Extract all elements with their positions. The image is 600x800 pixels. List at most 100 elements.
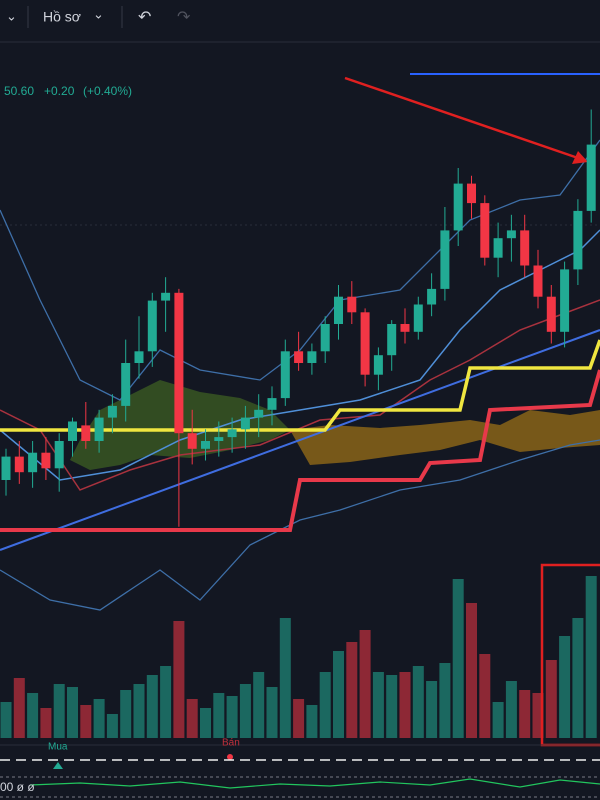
candle-body [54, 441, 64, 469]
candle-body [387, 324, 397, 356]
volume-bar [452, 579, 464, 738]
candle-body [174, 292, 184, 434]
candle-body [347, 296, 357, 313]
candle-body [134, 351, 144, 363]
volume-bar [319, 672, 331, 738]
volume-bar [505, 681, 517, 738]
volume-bar [133, 684, 145, 738]
volume-bar [519, 690, 531, 738]
candle-body [28, 452, 38, 473]
volume-bar [492, 702, 504, 738]
volume-bar [412, 666, 424, 738]
volume-bar [27, 693, 39, 738]
candle-body [201, 441, 210, 449]
buy-marker [53, 762, 63, 769]
candle-body [280, 351, 290, 399]
volume-bar [146, 675, 158, 738]
volume-bar [80, 705, 92, 738]
volume-bar [53, 684, 65, 738]
candle-body [14, 456, 24, 473]
cloud-orange [290, 410, 600, 465]
volume-bar [173, 621, 185, 738]
volume-bar [93, 699, 105, 738]
volume-bar [359, 630, 371, 738]
candle-body [586, 144, 596, 211]
volume-bar [253, 672, 265, 738]
volume-bar [479, 654, 491, 738]
legend-price: 50.60 [4, 84, 34, 98]
candle-body [307, 351, 317, 363]
toolbar [0, 0, 600, 36]
volume-bar [372, 672, 384, 738]
candle-body [440, 230, 450, 289]
undo-button[interactable]: ↶ [138, 9, 151, 26]
candle-body [187, 433, 197, 449]
volumes [0, 576, 597, 738]
candle-body [214, 437, 224, 441]
volume-bar [106, 714, 118, 738]
base-line [0, 299, 600, 491]
candle-body [294, 351, 304, 363]
candle-body [41, 452, 51, 469]
legend-change: +0.20 [44, 84, 75, 98]
candle-body [546, 296, 556, 332]
sell-signal: Bán [222, 738, 240, 749]
candle-body [427, 288, 437, 305]
candle-body [161, 292, 171, 301]
volume-bar [545, 660, 557, 738]
band-lower [0, 439, 600, 611]
candle-body [147, 300, 157, 352]
candle-body [493, 238, 503, 258]
candle-body [480, 203, 490, 258]
legend-change-pct: (+0.40%) [83, 84, 132, 98]
profile-menu[interactable]: Hồ sơ [43, 9, 81, 25]
volume-bar [40, 708, 52, 738]
candle-body [560, 269, 570, 332]
volume-bar [160, 666, 172, 738]
candle-body [1, 456, 11, 480]
volume-bar [346, 642, 358, 738]
volume-bar [532, 693, 544, 738]
volume-bar [213, 693, 225, 738]
yellow-line [0, 339, 600, 432]
volume-bar [293, 699, 305, 738]
chevron[interactable]: ⌄ [93, 6, 104, 21]
volume-bar [585, 576, 597, 738]
arrow-head [572, 151, 588, 164]
candle-body [227, 429, 237, 438]
volume-bar [466, 603, 477, 738]
candle-body [94, 417, 104, 441]
arrow-line [344, 76, 579, 160]
volume-bar [333, 651, 344, 738]
chevron[interactable]: ⌄ [6, 8, 17, 23]
candle-body [573, 210, 583, 270]
candle-body [373, 355, 383, 375]
volume-bar [226, 696, 238, 738]
volume-bar [200, 708, 211, 738]
volume-bar [399, 672, 411, 738]
candle-body [107, 405, 117, 418]
candle-body [267, 398, 277, 410]
volume-bar [67, 687, 78, 738]
candle-body [506, 230, 516, 239]
redo-button[interactable]: ↷ [177, 9, 191, 26]
red-line [0, 369, 600, 532]
volume-bar [386, 675, 398, 738]
volume-bar [559, 636, 571, 738]
candle-body [533, 265, 543, 297]
candle-body [121, 363, 131, 406]
candle-body [240, 417, 250, 430]
volume-bar [439, 663, 451, 738]
volume-bar [306, 705, 318, 738]
sell-marker [227, 754, 233, 760]
buy-signal: Mua [48, 742, 68, 753]
candle-body [520, 230, 530, 266]
volume-bar [572, 618, 584, 738]
candle-body [68, 421, 77, 441]
candle-body [400, 324, 410, 332]
candle-body [413, 304, 423, 332]
candle-body [320, 324, 330, 352]
candle-body [453, 183, 463, 231]
